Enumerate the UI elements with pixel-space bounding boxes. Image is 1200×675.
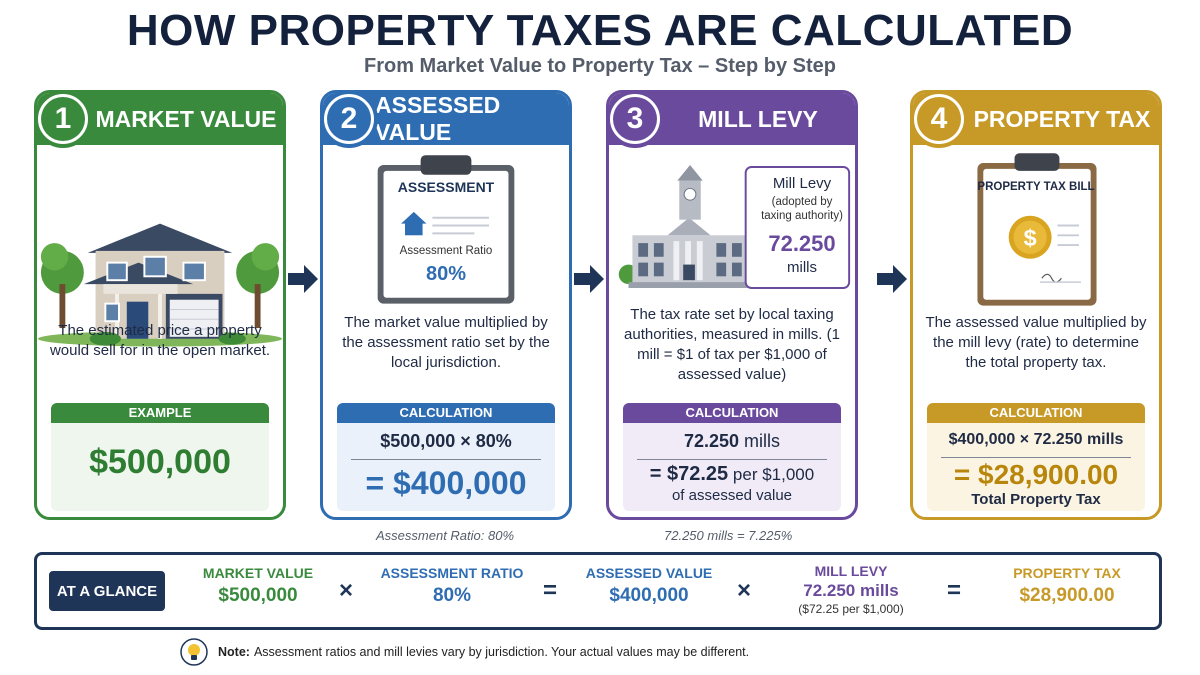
arrow-right-icon [574, 265, 604, 293]
step-number-badge: 2 [323, 93, 378, 148]
step-card-assessed-value: ASSESSED VALUE 2 ASSESSMENT Assessment R… [320, 90, 572, 520]
lightbulb-icon [180, 638, 208, 666]
calculation-box: CALCULATION $400,000 × 72.250 mills = $2… [927, 403, 1145, 511]
example-label: EXAMPLE [51, 403, 269, 423]
calculation-box: CALCULATION $500,000 × 80% = $400,000 [337, 403, 555, 511]
calculation-result-sub: Total Property Tax [971, 491, 1101, 508]
step-card-mill-levy: MILL LEVY 3 Mill Levy (adopted by taxing… [606, 90, 858, 520]
clipboard-ratio: 80% [425, 263, 467, 285]
calculation-formula: $500,000 × 80% [380, 431, 512, 451]
clipboard-title: ASSESSMENT [397, 179, 495, 195]
glance-item-market-value: MARKET VALUE $500,000 [202, 565, 314, 606]
step-description: The assessed value multiplied by the mil… [925, 314, 1147, 371]
note-text: Assessment ratios and mill levies vary b… [253, 645, 750, 659]
note-label: Note: [218, 645, 250, 659]
at-a-glance-summary: AT A GLANCE MARKET VALUE $500,000 × ASSE… [34, 552, 1162, 630]
calculation-label: CALCULATION [623, 403, 841, 423]
clipboard-icon [377, 155, 515, 304]
calculation-result: = $28,900.00 [953, 459, 1119, 490]
step-description: The estimated price a property would sel… [49, 322, 271, 359]
page-title: HOW PROPERTY TAXES ARE CALCULATED [126, 6, 1074, 55]
disclaimer-note: Note: Assessment ratios and mill levies … [180, 638, 880, 666]
step-card-market-value: MARKET VALUE 1 The estimated price a pro… [34, 90, 286, 520]
page-subtitle: From Market Value to Property Tax – Step… [364, 55, 836, 77]
step-title: MILL LEVY [698, 105, 818, 132]
step-number-badge: 1 [37, 93, 92, 148]
step-title: ASSESSED VALUE [375, 92, 501, 145]
tax-bill-icon: $ [977, 153, 1097, 306]
house-icon [37, 223, 283, 348]
calculation-formula: $400,000 × 72.250 mills [948, 431, 1124, 448]
calculation-result: = $72.25 per $1,000 [649, 463, 815, 485]
glance-item-property-tax: PROPERTY TAX $28,900.00 [1013, 565, 1121, 606]
at-a-glance-label: AT A GLANCE [49, 571, 165, 611]
glance-item-assessment-ratio: ASSESSMENT RATIO 80% [380, 565, 524, 606]
tax-bill-title: PROPERTY TAX BILL [977, 181, 1095, 193]
calculation-formula: 72.250 mills [683, 431, 781, 451]
assessment-ratio-footnote: Assessment Ratio: 80% [376, 528, 515, 543]
example-box: EXAMPLE $500,000 [51, 403, 269, 511]
step-number-badge: 4 [913, 93, 968, 148]
mill-levy-footnote: 72.250 mills = 7.225% [664, 528, 793, 543]
svg-text:$: $ [1024, 225, 1037, 251]
calculation-result-sub: of assessed value [671, 487, 793, 504]
calculation-result: = $400,000 [365, 465, 527, 501]
calculation-box: CALCULATION 72.250 mills = $72.25 per $1… [623, 403, 841, 511]
step-title: PROPERTY TAX [973, 105, 1151, 132]
calculation-label: CALCULATION [337, 403, 555, 423]
arrow-right-icon [877, 265, 907, 293]
clipboard-ratio-label: Assessment Ratio [399, 245, 493, 257]
courthouse-icon [618, 165, 851, 289]
mill-levy-box-value: 72.250 [768, 231, 836, 256]
glance-item-mill-levy: MILL LEVY 72.250 mills ($72.25 per $1,00… [798, 563, 904, 616]
equals-operator: = [947, 577, 962, 604]
arrow-right-icon [288, 265, 318, 293]
example-value: $500,000 [89, 443, 231, 481]
multiply-operator: × [339, 577, 354, 604]
step-description: The market value multiplied by the asses… [342, 314, 550, 371]
step-number-badge: 3 [609, 93, 664, 148]
step-description: The tax rate set by local taxing authori… [624, 306, 840, 383]
mill-levy-box-sub: (adopted by taxing authority) [761, 196, 843, 222]
equals-operator: = [543, 577, 558, 604]
multiply-operator: × [737, 577, 752, 604]
calculation-label: CALCULATION [927, 403, 1145, 423]
step-card-property-tax: PROPERTY TAX 4 $ PROPERTY TAX BILL The a… [910, 90, 1162, 520]
step-title: MARKET VALUE [95, 105, 277, 132]
glance-item-assessed-value: ASSESSED VALUE $400,000 [585, 565, 713, 606]
mill-levy-box-title: Mill Levy [772, 175, 832, 192]
mill-levy-box-unit: mills [787, 259, 817, 276]
